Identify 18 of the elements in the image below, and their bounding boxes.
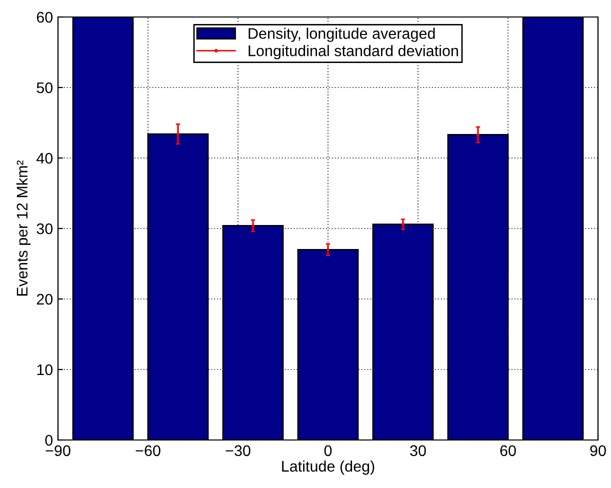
legend-label: Longitudinal standard deviation xyxy=(248,44,458,60)
x-tick-label: −30 xyxy=(226,445,250,456)
x-axis-title: Latitude (deg) xyxy=(282,460,374,475)
legend-label: Density, longitude averaged xyxy=(248,28,435,42)
y-tick-label: 0 xyxy=(45,434,53,446)
y-tick-label: 40 xyxy=(36,152,53,164)
x-tick-label: 90 xyxy=(590,445,606,456)
y-tick-label: 50 xyxy=(36,82,53,94)
x-tick-label: −60 xyxy=(136,445,160,456)
x-tick-label: −90 xyxy=(46,445,70,456)
y-axis-title: Events per 12 Mkm² xyxy=(16,160,31,296)
x-tick-label: 30 xyxy=(410,445,426,456)
x-tick-label: 0 xyxy=(324,445,332,456)
y-tick-label: 10 xyxy=(37,364,53,376)
x-tick-label: 60 xyxy=(500,445,516,456)
y-tick-label: 30 xyxy=(36,223,53,234)
y-tick-label: 60 xyxy=(36,12,53,23)
y-tick-label: 20 xyxy=(36,294,53,305)
